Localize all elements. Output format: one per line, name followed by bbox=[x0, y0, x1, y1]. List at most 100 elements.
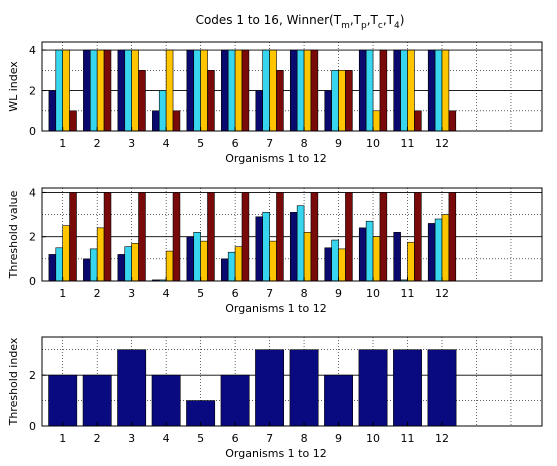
bar-s4-c2 bbox=[103, 192, 112, 282]
bar-s4-c9 bbox=[345, 70, 353, 132]
bar-s1-c1 bbox=[48, 254, 57, 282]
bar-s4-c5 bbox=[207, 192, 215, 282]
bar-s1-c8 bbox=[289, 349, 319, 427]
bar-s1-c10 bbox=[358, 349, 388, 427]
bar-s1-c11 bbox=[393, 349, 422, 427]
title-sub-p: p bbox=[361, 21, 367, 31]
bar-s2-c3 bbox=[124, 246, 132, 282]
x-tick-label: 10 bbox=[366, 432, 380, 445]
bar-s4-c8 bbox=[310, 49, 319, 132]
x-axis-label: Organisms 1 to 12 bbox=[225, 447, 326, 460]
x-tick-label: 11 bbox=[401, 432, 415, 445]
bar-s1-c4 bbox=[152, 110, 160, 132]
bar-s1-c12 bbox=[427, 349, 457, 427]
bar-s1-c3 bbox=[117, 49, 126, 132]
bar-s2-c3 bbox=[124, 49, 132, 132]
bar-s2-c8 bbox=[296, 49, 305, 132]
bar-s4-c6 bbox=[241, 49, 250, 132]
figure-title: Codes 1 to 16, Winner(Tm,Tp,Tc,T4) bbox=[196, 13, 405, 31]
x-tick-label: 7 bbox=[266, 287, 273, 300]
bar-s1-c12 bbox=[427, 223, 436, 282]
x-tick-label: 6 bbox=[232, 137, 239, 150]
y-tick-label: 0 bbox=[29, 275, 36, 288]
bar-s4-c12 bbox=[448, 192, 457, 282]
bar-s1-c6 bbox=[221, 258, 229, 282]
bar-s4-c4 bbox=[172, 110, 181, 132]
plot-frame bbox=[41, 336, 543, 427]
bar-s1-c5 bbox=[186, 236, 195, 282]
y-tick-label: 2 bbox=[29, 231, 36, 244]
bar-s3-c2 bbox=[96, 49, 105, 132]
bar-s3-c3 bbox=[131, 243, 139, 282]
x-tick-label: 9 bbox=[335, 137, 342, 150]
x-tick-label: 4 bbox=[163, 137, 170, 150]
bar-s1-c7 bbox=[255, 349, 285, 427]
bar-s3-c1 bbox=[62, 49, 70, 132]
bar-s3-c3 bbox=[131, 49, 139, 132]
bar-s2-c1 bbox=[55, 49, 63, 132]
x-tick-label: 6 bbox=[232, 432, 239, 445]
x-axis-label: Organisms 1 to 12 bbox=[225, 152, 326, 165]
bar-s3-c4 bbox=[165, 250, 174, 282]
bar-s3-c11 bbox=[407, 49, 415, 132]
bar-s2-c7 bbox=[262, 212, 270, 282]
bar-s4-c2 bbox=[103, 49, 112, 132]
bar-s1-c2 bbox=[82, 374, 112, 427]
x-tick-label: 4 bbox=[163, 432, 170, 445]
y-tick-label: 2 bbox=[29, 85, 36, 98]
bar-s4-c7 bbox=[276, 70, 284, 132]
bar-s3-c9 bbox=[338, 248, 346, 282]
bar-s2-c8 bbox=[296, 205, 305, 282]
bar-s1-c2 bbox=[83, 258, 91, 282]
x-tick-label: 12 bbox=[435, 137, 449, 150]
bar-s4-c1 bbox=[69, 110, 77, 132]
bar-s4-c8 bbox=[310, 192, 319, 282]
x-tick-label: 8 bbox=[301, 137, 308, 150]
x-tick-label: 11 bbox=[401, 137, 415, 150]
bar-s4-c12 bbox=[448, 110, 457, 132]
x-tick-label: 5 bbox=[197, 287, 204, 300]
bar-s2-c4 bbox=[158, 90, 167, 132]
bar-s2-c9 bbox=[331, 70, 339, 132]
bar-s4-c10 bbox=[379, 192, 388, 282]
bar-s2-c1 bbox=[55, 247, 63, 282]
x-tick-label: 10 bbox=[366, 137, 380, 150]
y-tick-label: 4 bbox=[29, 44, 36, 57]
bar-s1-c11 bbox=[393, 231, 401, 282]
bar-s3-c6 bbox=[234, 49, 243, 132]
title-sub-4: 4 bbox=[394, 21, 400, 31]
bar-s3-c6 bbox=[234, 246, 243, 282]
x-tick-label: 2 bbox=[94, 137, 101, 150]
bar-s3-c12 bbox=[441, 214, 450, 282]
x-tick-label: 8 bbox=[301, 287, 308, 300]
bar-s4-c5 bbox=[207, 70, 215, 132]
bar-s1-c8 bbox=[289, 49, 298, 132]
bar-s4-c1 bbox=[69, 192, 77, 282]
bar-s4-c4 bbox=[172, 192, 181, 282]
x-tick-label: 2 bbox=[94, 432, 101, 445]
bar-s1-c1 bbox=[48, 90, 57, 132]
bar-s4-c6 bbox=[241, 192, 250, 282]
bar-s2-c12 bbox=[434, 49, 443, 132]
bar-s1-c7 bbox=[255, 90, 263, 132]
bar-s4-c3 bbox=[138, 70, 146, 132]
bar-s4-c7 bbox=[276, 192, 284, 282]
x-tick-label: 9 bbox=[335, 287, 342, 300]
bar-s2-c6 bbox=[227, 251, 236, 282]
y-tick-label: 0 bbox=[29, 125, 36, 138]
y-tick-label: 0 bbox=[29, 420, 36, 433]
bar-s3-c8 bbox=[303, 231, 312, 282]
bar-s3-c4 bbox=[165, 49, 174, 132]
plot-frame bbox=[41, 41, 543, 132]
title-sep-3: ,T bbox=[383, 13, 395, 27]
bar-s1-c3 bbox=[117, 254, 126, 282]
bar-s3-c8 bbox=[303, 49, 312, 132]
x-axis-label: Organisms 1 to 12 bbox=[225, 302, 326, 315]
bar-s4-c9 bbox=[345, 192, 353, 282]
bar-s2-c5 bbox=[193, 231, 201, 282]
bar-s3-c2 bbox=[96, 227, 105, 282]
bar-s3-c9 bbox=[338, 70, 346, 132]
bar-s3-c7 bbox=[269, 240, 277, 282]
